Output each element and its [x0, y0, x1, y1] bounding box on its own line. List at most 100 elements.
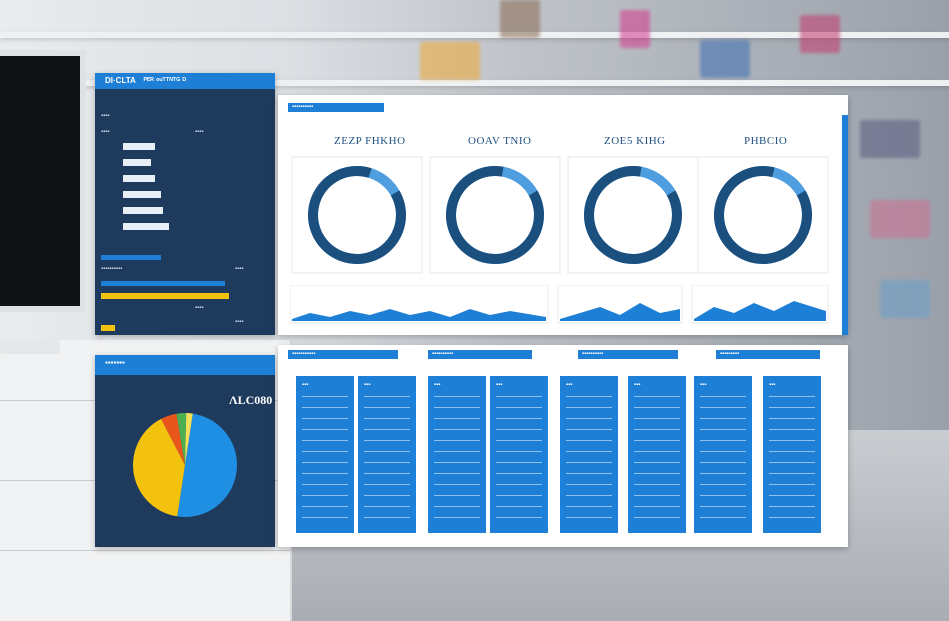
column-row-line [364, 484, 410, 485]
column-row-line [302, 407, 348, 408]
column-row-line [302, 396, 348, 397]
column-row-line [566, 418, 612, 419]
column-row-line [700, 418, 746, 419]
section-tab[interactable]: ▪▪▪▪▪▪▪▪▪▪ [428, 350, 532, 359]
column-row-line [434, 517, 480, 518]
column-row-line [434, 429, 480, 430]
column-row-line [769, 451, 815, 452]
metric-column: ▪▪▪ [560, 376, 618, 533]
column-row-line [700, 506, 746, 507]
kpi-title: ZOE5 KIHG [604, 135, 666, 147]
column-row-line [364, 396, 410, 397]
column-row-line [769, 440, 815, 441]
kpi-title: PHBCIO [744, 135, 788, 147]
metric-column: ▪▪▪ [694, 376, 752, 533]
column-row-line [364, 506, 410, 507]
column-row-line [634, 495, 680, 496]
column-header: ▪▪▪ [302, 382, 309, 388]
column-row-line [496, 396, 542, 397]
column-row-line [700, 407, 746, 408]
column-row-line [364, 418, 410, 419]
column-row-line [302, 473, 348, 474]
pie-chart [132, 413, 237, 517]
column-row-line [496, 451, 542, 452]
metric-column: ▪▪▪ [358, 376, 416, 533]
column-row-line [302, 418, 348, 419]
pie-total-value: ɅLC080 [229, 393, 273, 407]
metric-column: ▪▪▪ [296, 376, 354, 533]
column-row-line [364, 517, 410, 518]
column-row-line [302, 462, 348, 463]
column-row-line [566, 407, 612, 408]
column-row-line [634, 462, 680, 463]
column-row-line [496, 517, 542, 518]
column-row-line [496, 407, 542, 408]
metric-column: ▪▪▪ [763, 376, 821, 533]
pie-slice [161, 413, 185, 465]
column-row-line [302, 440, 348, 441]
column-row-line [769, 429, 815, 430]
donut-value-arc [584, 166, 682, 265]
column-row-line [496, 429, 542, 430]
column-header: ▪▪▪ [769, 382, 776, 388]
trend-sparklines [290, 285, 829, 324]
column-row-line [769, 495, 815, 496]
column-row-line [634, 451, 680, 452]
metric-column: ▪▪▪ [428, 376, 486, 533]
column-row-line [364, 495, 410, 496]
shelf-product [860, 120, 920, 158]
pie-slice [177, 413, 237, 517]
dashboard-header-tab: ▪▪▪▪▪▪▪▪▪▪ [288, 103, 384, 112]
column-row-line [302, 517, 348, 518]
column-row-line [700, 517, 746, 518]
column-row-line [700, 462, 746, 463]
column-row-line [364, 473, 410, 474]
column-row-line [434, 495, 480, 496]
section-tab[interactable]: ▪▪▪▪▪▪▪▪▪▪ [578, 350, 678, 359]
column-row-line [769, 473, 815, 474]
column-row-line [566, 429, 612, 430]
column-row-line [700, 484, 746, 485]
column-row-line [566, 517, 612, 518]
shelf [0, 32, 949, 38]
column-row-line [566, 396, 612, 397]
column-row-line [434, 418, 480, 419]
shelf-product [800, 15, 840, 53]
donut-value-arc [308, 166, 406, 264]
shelf-product [420, 42, 480, 80]
pie-slice [132, 418, 185, 517]
column-row-line [634, 396, 680, 397]
column-row-line [634, 484, 680, 485]
column-row-line [302, 451, 348, 452]
section-tab[interactable]: ▪▪▪▪▪▪▪▪▪▪▪ [288, 350, 398, 359]
column-row-line [634, 473, 680, 474]
column-row-line [566, 473, 612, 474]
column-row-line [700, 451, 746, 452]
column-row-line [634, 440, 680, 441]
column-row-line [634, 517, 680, 518]
column-row-line [434, 440, 480, 441]
summary-panel-header: DI·CLTA ⠀ᴾᴱᴿ ᵒᵘᵀᵀᴺᵀᴳ ᴰ [95, 73, 275, 89]
column-row-line [364, 440, 410, 441]
column-row-line [364, 462, 410, 463]
donut-value-arc [446, 166, 544, 264]
kpi-title: OOAV TNIO [468, 135, 532, 147]
column-row-line [700, 429, 746, 430]
column-row-line [634, 506, 680, 507]
section-tab[interactable]: ▪▪▪▪▪▪▪▪▪ [716, 350, 820, 359]
column-header: ▪▪▪ [364, 382, 371, 388]
column-row-line [434, 506, 480, 507]
column-row-line [434, 462, 480, 463]
column-row-line [769, 462, 815, 463]
column-row-line [769, 407, 815, 408]
column-row-line [566, 451, 612, 452]
column-row-line [434, 484, 480, 485]
column-row-line [769, 506, 815, 507]
column-row-line [700, 495, 746, 496]
pie-slice [176, 413, 187, 465]
column-row-line [700, 440, 746, 441]
column-header: ▪▪▪ [566, 382, 573, 388]
column-header: ▪▪▪ [496, 382, 503, 388]
column-row-line [434, 407, 480, 408]
column-row-line [700, 473, 746, 474]
